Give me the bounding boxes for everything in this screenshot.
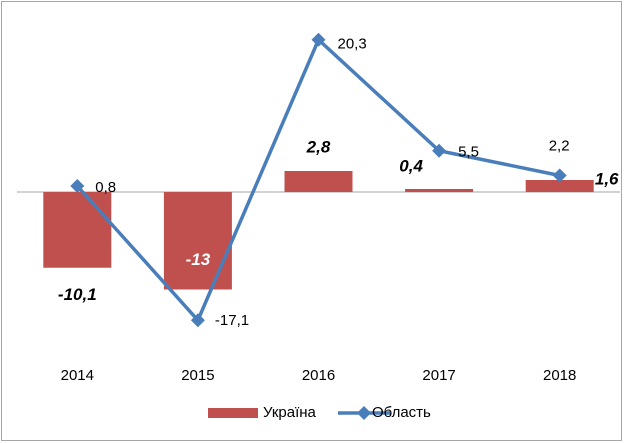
x-tick-label: 2014: [61, 367, 94, 384]
bar: [405, 189, 474, 192]
x-tick-label: 2018: [543, 367, 576, 384]
line-marker: [311, 32, 326, 47]
data-label: -10,1: [58, 285, 97, 304]
data-label: -17,1: [215, 312, 249, 329]
line-marker: [552, 168, 567, 183]
line-marker: [190, 313, 205, 328]
data-label: 2,8: [306, 137, 331, 156]
bar: [284, 171, 353, 192]
x-tick-label: 2017: [422, 367, 455, 384]
line-marker: [70, 179, 85, 193]
bar: [525, 180, 594, 192]
legend-swatch: [208, 408, 258, 418]
data-label: 0,8: [95, 179, 116, 196]
x-tick-label: 2016: [302, 367, 335, 384]
legend-marker: [357, 406, 371, 420]
line-marker: [432, 143, 447, 158]
data-label: 20,3: [338, 36, 367, 53]
data-label: 2,2: [549, 137, 570, 154]
data-label: 0,4: [399, 156, 423, 175]
x-tick-label: 2015: [181, 367, 214, 384]
bar: [43, 192, 112, 268]
data-label: 5,5: [458, 144, 479, 161]
legend-label: Область: [372, 404, 431, 421]
data-label: -13: [186, 250, 211, 269]
bar: [163, 192, 232, 290]
legend-label: Україна: [263, 404, 317, 421]
data-label: 1,6: [595, 169, 619, 188]
